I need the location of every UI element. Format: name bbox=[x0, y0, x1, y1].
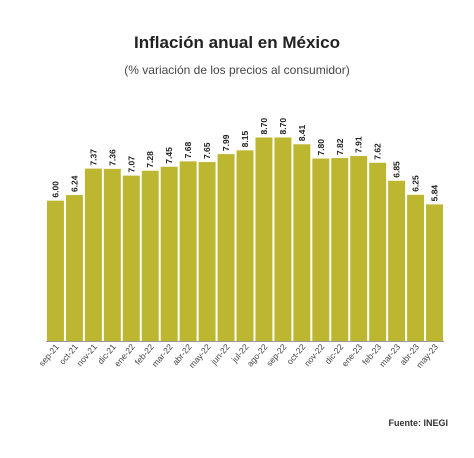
source-note: Fuente: INEGI bbox=[388, 418, 448, 428]
bar-dic-21 bbox=[103, 168, 121, 341]
value-label-may-23: 5.84 bbox=[430, 185, 440, 202]
x-tick-sep-22: sep-22 bbox=[264, 342, 289, 369]
bar-abr-22 bbox=[179, 161, 197, 341]
x-tick-mar-23: mar-23 bbox=[377, 342, 402, 369]
value-label-feb-22: 7.28 bbox=[145, 151, 155, 168]
bar-ene-22 bbox=[122, 175, 140, 341]
bar-oct-21 bbox=[65, 195, 83, 341]
chart-title: Inflación anual en México bbox=[134, 33, 340, 52]
x-tick-nov-22: nov-22 bbox=[302, 342, 327, 369]
value-label-ago-22: 8.70 bbox=[259, 118, 269, 135]
value-label-dic-22: 7.82 bbox=[335, 138, 345, 155]
bar-jun-22 bbox=[217, 154, 235, 341]
bar-feb-23 bbox=[369, 162, 387, 341]
value-label-dic-21: 7.36 bbox=[107, 149, 117, 166]
value-label-abr-22: 7.68 bbox=[183, 142, 193, 159]
x-tick-ene-23: ene-23 bbox=[340, 342, 365, 369]
value-label-sep-22: 8.70 bbox=[278, 118, 288, 135]
bar-mar-23 bbox=[388, 180, 406, 341]
bar-feb-22 bbox=[141, 170, 159, 341]
bar-may-22 bbox=[198, 162, 216, 341]
bar-nov-21 bbox=[84, 168, 102, 341]
bar-oct-22 bbox=[293, 144, 311, 341]
value-label-abr-23: 6.25 bbox=[411, 175, 421, 192]
bar-sep-21 bbox=[47, 200, 64, 341]
value-label-jun-22: 7.99 bbox=[221, 134, 231, 151]
value-label-feb-23: 7.62 bbox=[373, 143, 383, 160]
bar-nov-22 bbox=[312, 158, 330, 341]
value-label-nov-21: 7.37 bbox=[88, 149, 98, 166]
bar-mar-22 bbox=[160, 166, 178, 341]
x-tick-nov-21: nov-21 bbox=[75, 342, 100, 369]
value-label-nov-22: 7.80 bbox=[316, 139, 326, 156]
value-label-sep-21: 6.00 bbox=[50, 181, 60, 198]
chart-subtitle: (% variación de los precios al consumido… bbox=[124, 63, 350, 77]
bar-may-23 bbox=[426, 204, 443, 341]
bar-ene-23 bbox=[350, 155, 368, 341]
value-label-may-22: 7.65 bbox=[202, 142, 212, 159]
bar-dic-22 bbox=[331, 158, 349, 341]
x-tick-ene-22: ene-22 bbox=[112, 342, 137, 369]
value-label-ene-22: 7.07 bbox=[126, 156, 136, 173]
bar-sep-22 bbox=[274, 137, 292, 341]
bar-abr-23 bbox=[407, 194, 425, 341]
bar-ago-22 bbox=[255, 137, 273, 341]
value-label-ene-23: 7.91 bbox=[354, 136, 364, 153]
x-tick-jun-22: jun-22 bbox=[208, 342, 232, 368]
value-label-jul-22: 8.15 bbox=[240, 131, 250, 148]
value-label-oct-22: 8.41 bbox=[297, 124, 307, 141]
value-label-mar-23: 6.85 bbox=[392, 161, 402, 178]
x-tick-sep-21: sep-21 bbox=[37, 342, 62, 369]
value-label-oct-21: 6.24 bbox=[69, 175, 79, 192]
x-tick-mar-22: mar-22 bbox=[150, 342, 175, 369]
value-label-mar-22: 7.45 bbox=[164, 147, 174, 164]
bar-jul-22 bbox=[236, 150, 254, 341]
